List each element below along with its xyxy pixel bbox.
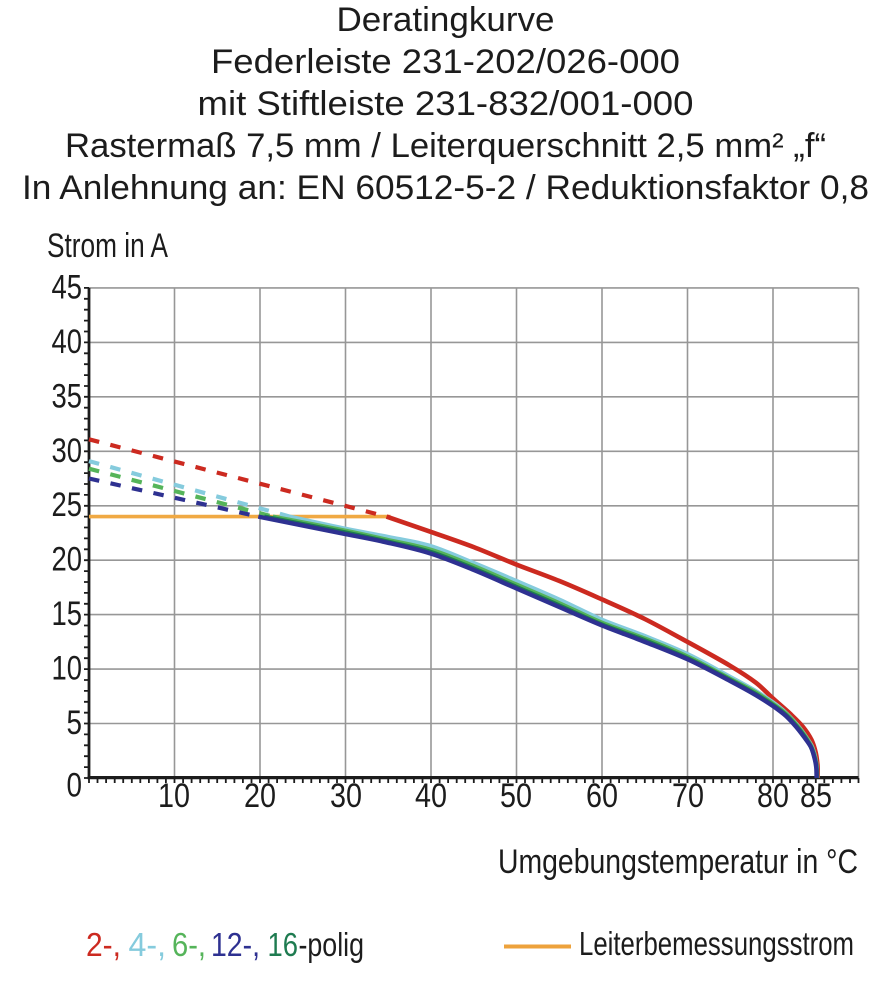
svg-text:80: 80 <box>757 777 789 815</box>
svg-text:Rastermaß 7,5 mm / Leiterquers: Rastermaß 7,5 mm / Leiterquerschnitt 2,5… <box>65 127 826 165</box>
svg-text:25: 25 <box>52 486 83 524</box>
svg-text:20: 20 <box>52 541 83 579</box>
svg-text:Deratingkurve: Deratingkurve <box>337 1 555 39</box>
svg-text:60: 60 <box>586 777 618 815</box>
svg-text:10: 10 <box>158 777 190 815</box>
svg-text:30: 30 <box>52 432 83 470</box>
svg-text:Strom in A: Strom in A <box>47 227 168 265</box>
svg-text:6-,: 6-, <box>172 926 206 963</box>
svg-text:Umgebungstemperatur in °C: Umgebungstemperatur in °C <box>498 843 858 881</box>
svg-text:Leiterbemessungsstrom: Leiterbemessungsstrom <box>579 925 854 962</box>
svg-text:40: 40 <box>415 777 447 815</box>
svg-text:-polig: -polig <box>299 926 365 963</box>
svg-text:mit Stiftleiste 231-832/001-00: mit Stiftleiste 231-832/001-000 <box>198 85 694 123</box>
svg-text:45: 45 <box>52 268 83 306</box>
svg-text:12-,: 12-, <box>211 926 260 963</box>
svg-text:70: 70 <box>672 777 704 815</box>
svg-text:16: 16 <box>268 926 299 963</box>
svg-text:Federleiste 231-202/026-000: Federleiste 231-202/026-000 <box>211 43 680 81</box>
svg-text:4-,: 4-, <box>129 926 167 963</box>
svg-text:35: 35 <box>52 377 83 415</box>
svg-text:40: 40 <box>52 323 83 361</box>
svg-text:30: 30 <box>330 777 362 815</box>
svg-text:15: 15 <box>52 595 83 633</box>
svg-text:In Anlehnung an: EN 60512-5-2: In Anlehnung an: EN 60512-5-2 / Reduktio… <box>22 169 869 207</box>
svg-text:20: 20 <box>244 777 276 815</box>
svg-text:5: 5 <box>67 704 83 742</box>
svg-text:50: 50 <box>500 777 532 815</box>
svg-text:2-,: 2-, <box>86 926 121 963</box>
svg-text:10: 10 <box>52 650 83 688</box>
svg-text:85: 85 <box>800 777 832 815</box>
svg-text:0: 0 <box>67 767 83 805</box>
